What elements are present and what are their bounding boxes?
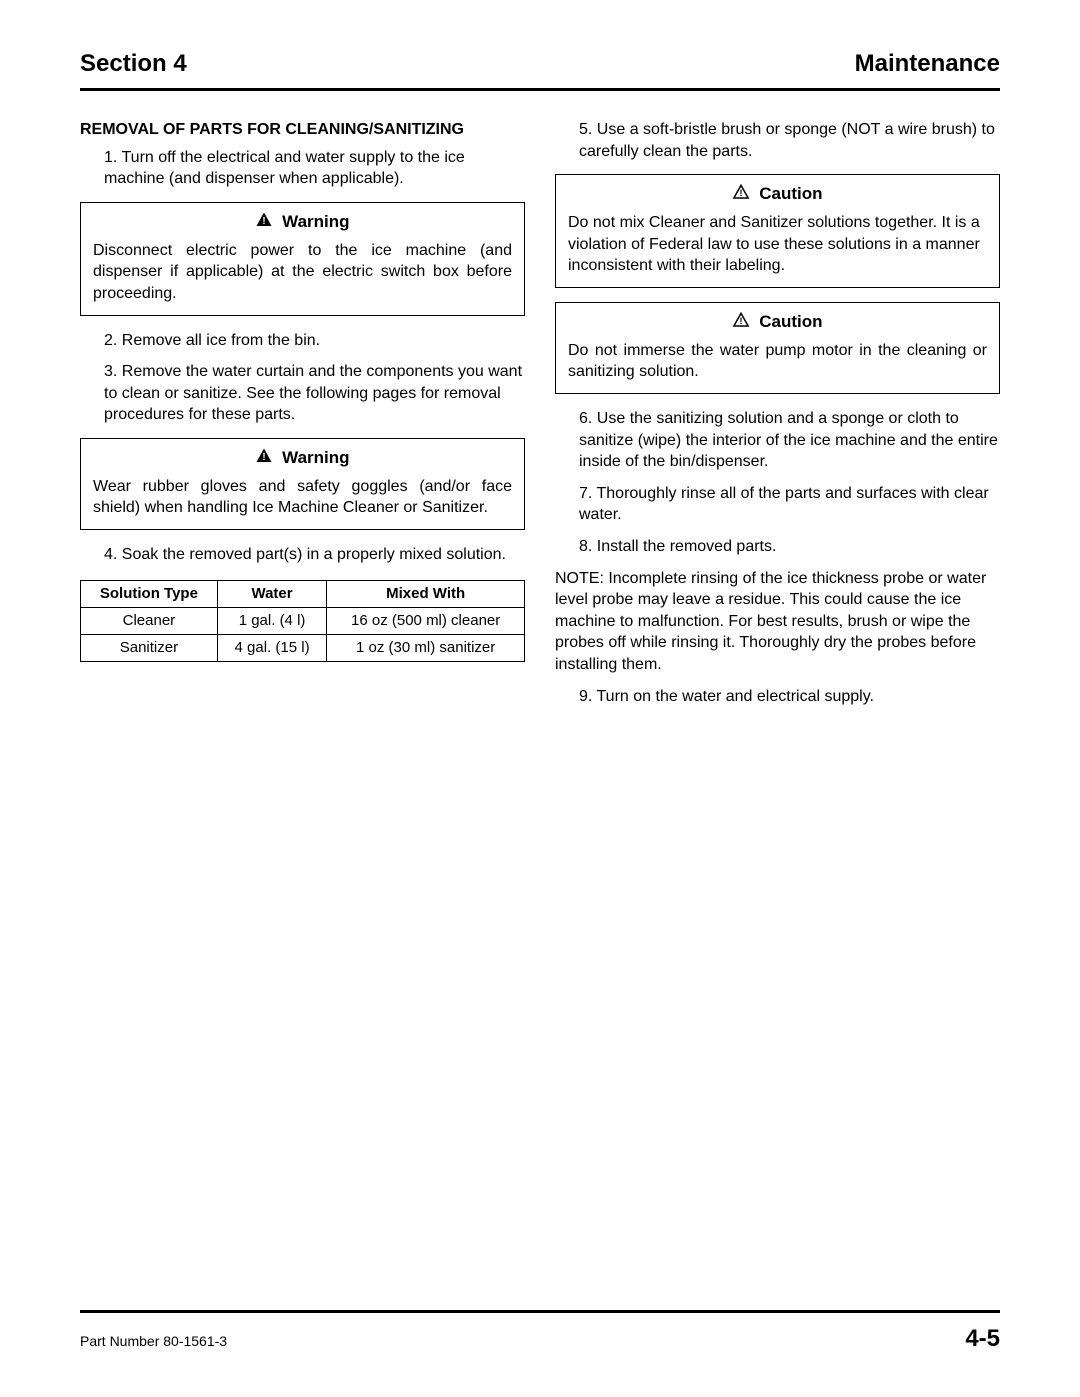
svg-text:!: ! (740, 188, 743, 198)
step-8: 8. Install the removed parts. (579, 536, 1000, 558)
table-header: Water (217, 580, 326, 607)
right-column: 5. Use a soft-bristle brush or sponge (N… (555, 119, 1000, 717)
note-text: NOTE: Incomplete rinsing of the ice thic… (555, 568, 1000, 676)
table-header: Mixed With (327, 580, 525, 607)
content-columns: REMOVAL OF PARTS FOR CLEANING/SANITIZING… (80, 119, 1000, 717)
part-number: Part Number 80-1561-3 (80, 1333, 227, 1349)
left-column: REMOVAL OF PARTS FOR CLEANING/SANITIZING… (80, 119, 525, 717)
table-cell: Cleaner (81, 607, 218, 634)
warning-box-2: ! Warning Wear rubber gloves and safety … (80, 438, 525, 530)
caution-1-title-row: ! Caution (568, 183, 987, 208)
caution-triangle-outline-icon: ! (732, 183, 750, 208)
step-9: 9. Turn on the water and electrical supp… (579, 686, 1000, 708)
caution-box-1: ! Caution Do not mix Cleaner and Sanitiz… (555, 174, 1000, 288)
table-cell: 1 oz (30 ml) sanitizer (327, 635, 525, 662)
warning-1-body: Disconnect electric power to the ice mac… (93, 240, 512, 305)
step-7: 7. Thoroughly rinse all of the parts and… (579, 483, 1000, 526)
table-cell: Sanitizer (81, 635, 218, 662)
table-cell: 4 gal. (15 l) (217, 635, 326, 662)
warning-2-title-row: ! Warning (93, 447, 512, 472)
warning-1-title-row: ! Warning (93, 211, 512, 236)
table-header: Solution Type (81, 580, 218, 607)
caution-2-title-row: ! Caution (568, 311, 987, 336)
step-4: 4. Soak the removed part(s) in a properl… (104, 544, 525, 566)
warning-2-body: Wear rubber gloves and safety goggles (a… (93, 476, 512, 519)
page-header: Section 4 Maintenance (80, 50, 1000, 91)
warning-2-title: Warning (282, 448, 349, 467)
section-label: Section 4 (80, 50, 187, 78)
step-1: 1. Turn off the electrical and water sup… (104, 147, 525, 190)
step-3: 3. Remove the water curtain and the comp… (104, 361, 525, 426)
caution-2-body: Do not immerse the water pump motor in t… (568, 340, 987, 383)
page: Section 4 Maintenance REMOVAL OF PARTS F… (0, 0, 1080, 1397)
table-header-row: Solution Type Water Mixed With (81, 580, 525, 607)
svg-text:!: ! (263, 216, 266, 227)
step-6: 6. Use the sanitizing solution and a spo… (579, 408, 1000, 473)
table-cell: 16 oz (500 ml) cleaner (327, 607, 525, 634)
solution-table: Solution Type Water Mixed With Cleaner 1… (80, 580, 525, 663)
caution-1-body: Do not mix Cleaner and Sanitizer solutio… (568, 212, 987, 277)
table-cell: 1 gal. (4 l) (217, 607, 326, 634)
removal-heading: REMOVAL OF PARTS FOR CLEANING/SANITIZING (80, 119, 525, 141)
svg-text:!: ! (740, 316, 743, 326)
caution-2-title: Caution (759, 312, 822, 331)
table-row: Sanitizer 4 gal. (15 l) 1 oz (30 ml) san… (81, 635, 525, 662)
caution-box-2: ! Caution Do not immerse the water pump … (555, 302, 1000, 394)
warning-box-1: ! Warning Disconnect electric power to t… (80, 202, 525, 316)
page-number: 4-5 (965, 1325, 1000, 1353)
warning-triangle-filled-icon: ! (255, 447, 273, 472)
page-title: Maintenance (855, 50, 1000, 78)
table-row: Cleaner 1 gal. (4 l) 16 oz (500 ml) clea… (81, 607, 525, 634)
caution-triangle-outline-icon: ! (732, 311, 750, 336)
warning-1-title: Warning (282, 212, 349, 231)
step-5: 5. Use a soft-bristle brush or sponge (N… (579, 119, 1000, 162)
svg-text:!: ! (263, 452, 266, 463)
step-2: 2. Remove all ice from the bin. (104, 330, 525, 352)
caution-1-title: Caution (759, 184, 822, 203)
warning-triangle-filled-icon: ! (255, 211, 273, 236)
page-footer: Part Number 80-1561-3 4-5 (80, 1310, 1000, 1353)
